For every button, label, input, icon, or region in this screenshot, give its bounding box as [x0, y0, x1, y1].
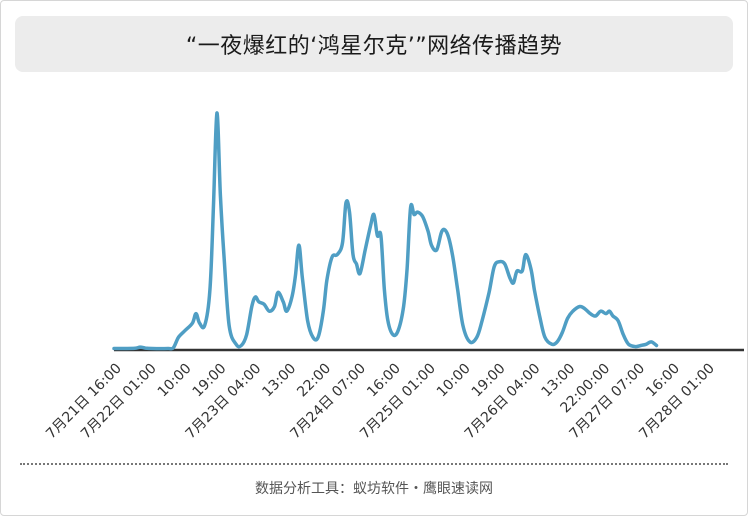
- x-tick-label: 13:00: [259, 361, 299, 401]
- series-line: [112, 111, 659, 351]
- source-note: 数据分析工具：蚁坊软件・鹰眼速读网: [255, 481, 493, 497]
- x-tick-label: 10:00: [434, 361, 474, 401]
- footer-divider: [20, 463, 728, 465]
- chart-title: “一夜爆红的‘鸿星尔克’”网络传播趋势: [185, 34, 563, 59]
- title-banner: “一夜爆红的‘鸿星尔克’”网络传播趋势: [15, 16, 733, 72]
- x-tick-label: 10:00: [155, 361, 195, 401]
